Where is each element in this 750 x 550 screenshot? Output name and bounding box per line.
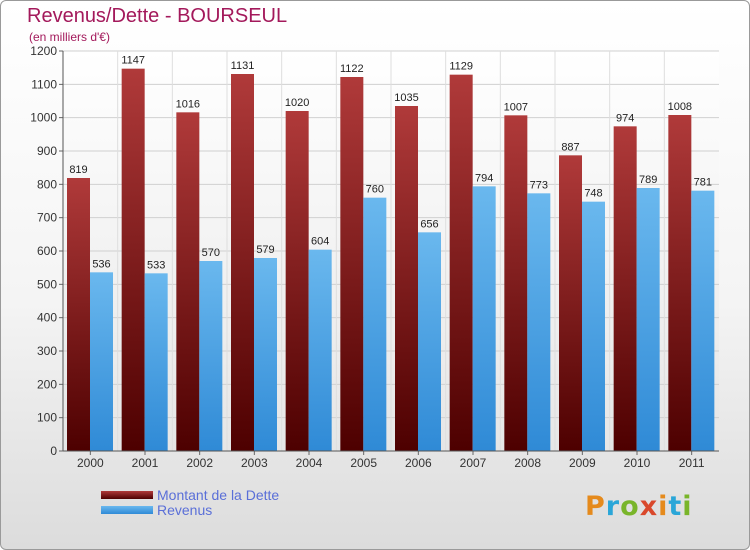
data-label-revenue-2010: 789 — [639, 174, 657, 186]
legend-swatch-revenue — [101, 505, 153, 514]
bar-debt-2000 — [67, 178, 90, 451]
y-tick-label: 600 — [37, 244, 57, 258]
data-label-revenue-2011: 781 — [694, 177, 712, 189]
data-label-revenue-2007: 794 — [475, 172, 493, 184]
bar-debt-2004 — [285, 111, 309, 451]
y-tick-label: 700 — [37, 211, 57, 225]
x-tick-label-2009: 2009 — [569, 456, 596, 470]
bar-revenue-2000 — [90, 272, 113, 451]
bar-debt-2005 — [340, 77, 364, 451]
y-tick-label: 0 — [50, 444, 57, 458]
bar-revenue-2007 — [472, 186, 496, 452]
y-tick-label: 200 — [37, 377, 57, 391]
bar-debt-2002 — [176, 112, 200, 451]
x-tick-label-2001: 2001 — [132, 456, 159, 470]
data-label-debt-2002: 1016 — [176, 98, 200, 110]
data-label-debt-2011: 1008 — [668, 101, 692, 113]
bar-revenue-2010 — [636, 188, 660, 451]
bar-revenue-2008 — [527, 193, 551, 452]
y-tick-label: 1100 — [31, 77, 57, 91]
legend-item-debt: Montant de la Dette — [101, 486, 280, 503]
bar-debt-2006 — [395, 106, 418, 451]
bar-debt-2011 — [668, 115, 692, 451]
data-label-revenue-2003: 579 — [256, 244, 274, 256]
legend-label-debt: Montant de la Dette — [157, 486, 280, 503]
x-tick-label-2003: 2003 — [241, 456, 268, 470]
legend-swatch-debt — [101, 490, 153, 499]
data-label-debt-2005: 1122 — [340, 63, 364, 75]
x-tick-label-2011: 2011 — [679, 456, 705, 470]
bar-debt-2010 — [613, 126, 637, 451]
data-label-revenue-2002: 570 — [202, 247, 220, 259]
x-tick-label-2007: 2007 — [460, 456, 487, 470]
bar-debt-2009 — [559, 155, 582, 452]
y-tick-label: 900 — [37, 144, 57, 158]
bar-debt-2003 — [231, 74, 254, 451]
y-tick-label: 100 — [37, 411, 57, 425]
data-label-debt-2004: 1020 — [285, 97, 309, 109]
data-label-revenue-2009: 748 — [584, 188, 602, 200]
data-label-debt-2006: 1035 — [394, 92, 418, 104]
data-label-revenue-2004: 604 — [311, 236, 329, 248]
bar-revenue-2004 — [308, 249, 332, 451]
data-label-debt-2000: 819 — [69, 164, 87, 176]
data-label-debt-2007: 1129 — [449, 61, 473, 73]
y-tick-label: 300 — [37, 344, 57, 358]
chart-subtitle: (en milliers d'€) — [29, 30, 110, 44]
data-label-revenue-2000: 536 — [92, 258, 110, 270]
proxiti-logo: Proxiti — [585, 491, 693, 522]
bar-debt-2001 — [121, 68, 145, 452]
x-tick-label-2006: 2006 — [405, 456, 432, 470]
y-tick-label: 1000 — [30, 111, 57, 125]
bar-revenue-2011 — [691, 190, 715, 451]
chart-title: Revenus/Dette - BOURSEUL — [27, 5, 288, 27]
x-tick-label-2010: 2010 — [624, 456, 651, 470]
data-label-debt-2008: 1007 — [504, 101, 528, 113]
data-label-revenue-2006: 656 — [420, 218, 438, 230]
bar-revenue-2003 — [254, 258, 277, 451]
y-tick-label: 1200 — [30, 44, 57, 58]
x-tick-label-2000: 2000 — [77, 456, 104, 470]
data-label-debt-2009: 887 — [561, 141, 579, 153]
legend-item-revenue: Revenus — [101, 501, 279, 518]
bar-debt-2008 — [504, 115, 528, 451]
bar-revenue-2009 — [582, 201, 605, 451]
x-tick-label-2002: 2002 — [186, 456, 213, 470]
data-label-revenue-2001: 533 — [147, 259, 165, 271]
x-tick-label-2005: 2005 — [350, 456, 377, 470]
data-label-revenue-2005: 760 — [366, 184, 384, 196]
bar-revenue-2002 — [199, 261, 223, 451]
y-tick-label: 400 — [37, 311, 57, 325]
bar-revenue-2005 — [363, 197, 387, 451]
legend-label-revenue: Revenus — [157, 501, 213, 518]
data-label-debt-2010: 974 — [616, 112, 634, 124]
y-tick-label: 800 — [37, 177, 57, 191]
chart-legend: Montant de la Dette Revenus — [101, 486, 280, 518]
bar-revenue-2001 — [144, 273, 168, 451]
bar-debt-2007 — [449, 74, 473, 452]
data-label-debt-2003: 1131 — [231, 60, 255, 72]
bar-revenue-2006 — [418, 232, 441, 451]
x-tick-label-2004: 2004 — [296, 456, 323, 470]
data-label-debt-2001: 1147 — [121, 55, 145, 67]
x-tick-label-2008: 2008 — [514, 456, 541, 470]
y-tick-label: 500 — [37, 277, 57, 291]
data-label-revenue-2008: 773 — [530, 179, 548, 191]
